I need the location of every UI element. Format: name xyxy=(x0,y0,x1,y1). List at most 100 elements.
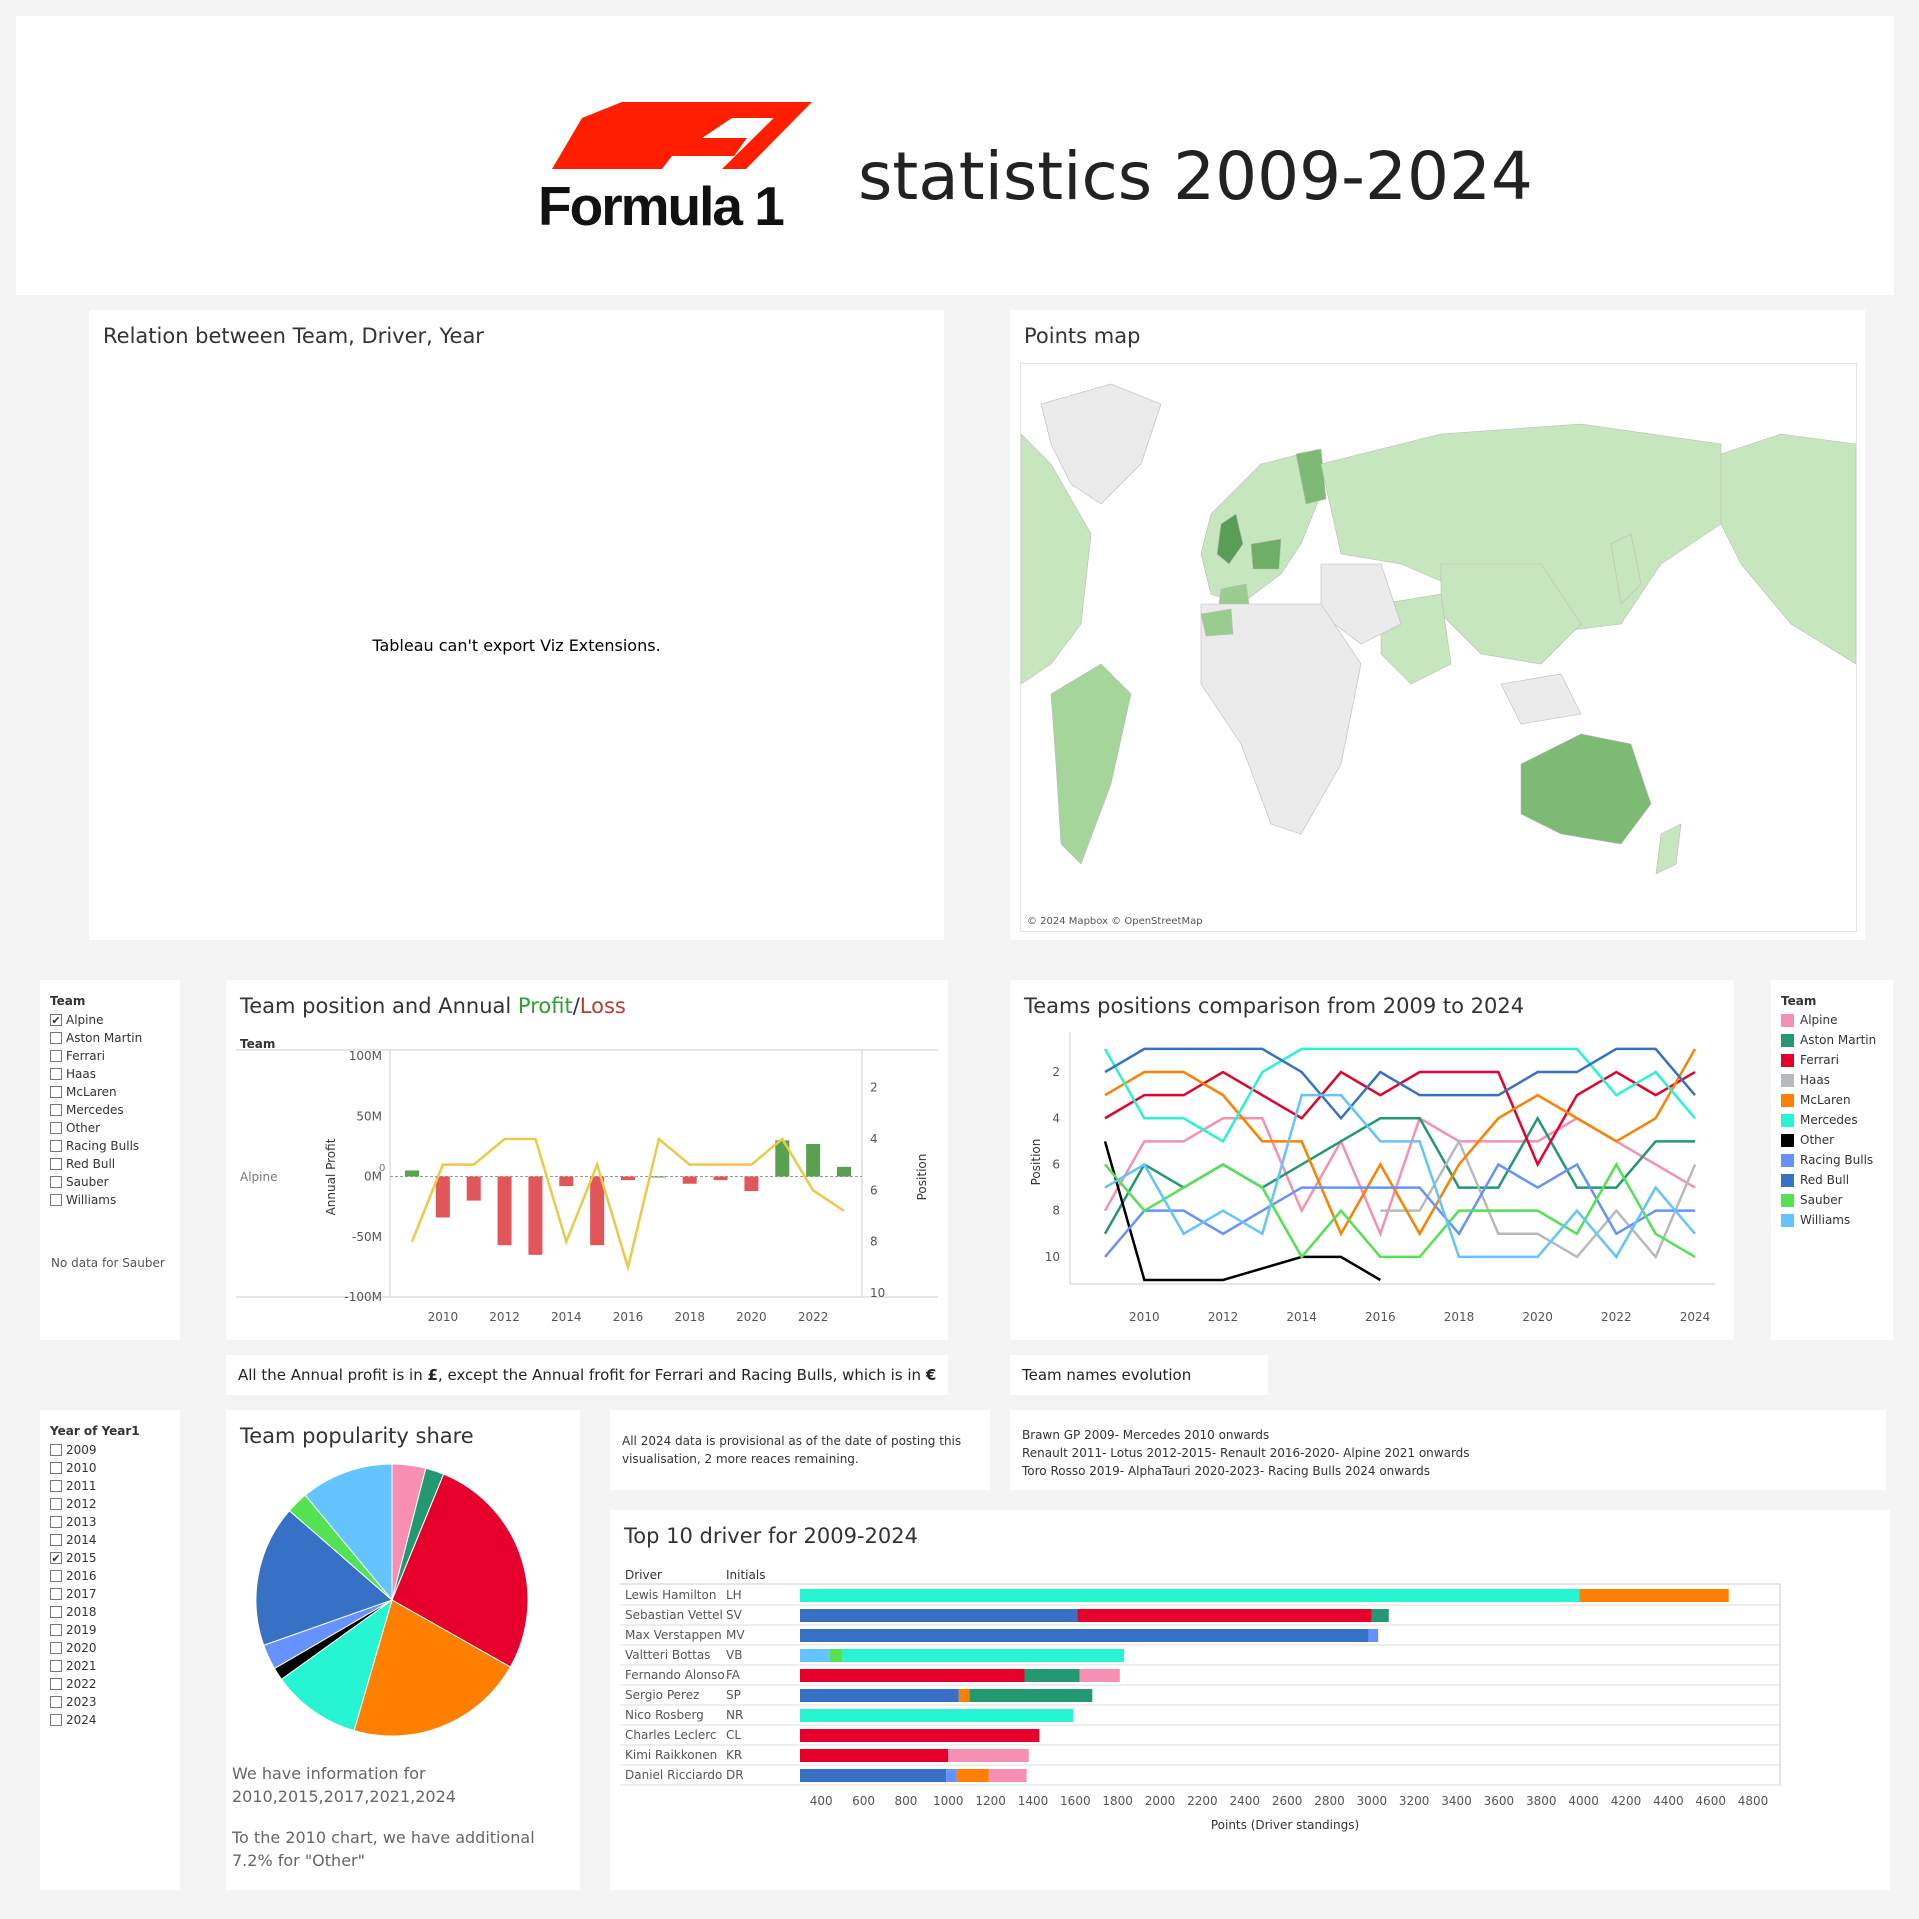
checkbox[interactable] xyxy=(50,1158,62,1170)
year_filter-option-2010[interactable]: 2010 xyxy=(50,1459,140,1477)
year_filter-option-2011[interactable]: 2011 xyxy=(50,1477,140,1495)
checkbox[interactable]: ✔ xyxy=(50,1014,62,1027)
names-line-alpine: Renault 2011- Lotus 2012-2015- Renault 2… xyxy=(1022,1446,1470,1460)
popularity-pie[interactable] xyxy=(226,1450,580,1750)
year_filter-option-2022[interactable]: 2022 xyxy=(50,1675,140,1693)
profit-bar-2010 xyxy=(435,1176,450,1218)
y-tick-label: 4 xyxy=(1052,1111,1060,1125)
bar-segment-dr-red-bull xyxy=(800,1769,947,1782)
profit-bar-2012 xyxy=(497,1176,512,1246)
legend-item-aston-martin[interactable]: Aston Martin xyxy=(1781,1030,1876,1050)
x-tick-label: 3400 xyxy=(1441,1794,1472,1808)
year_filter-option-2009[interactable]: 2009 xyxy=(50,1441,140,1459)
checkbox[interactable] xyxy=(50,1104,62,1116)
checkbox[interactable]: ✔ xyxy=(50,1552,62,1565)
team_filter-option-ferrari[interactable]: Ferrari xyxy=(50,1047,142,1065)
year_filter-option-label: 2012 xyxy=(66,1497,97,1511)
year_filter-option-2023[interactable]: 2023 xyxy=(50,1693,140,1711)
sauber-note: No data for Sauber xyxy=(51,1256,165,1270)
checkbox[interactable] xyxy=(50,1606,62,1618)
year_filter-option-2024[interactable]: 2024 xyxy=(50,1711,140,1729)
checkbox[interactable] xyxy=(50,1068,62,1080)
checkbox[interactable] xyxy=(50,1462,62,1474)
y2-tick-label: 8 xyxy=(870,1235,878,1249)
checkbox[interactable] xyxy=(50,1140,62,1152)
checkbox[interactable] xyxy=(50,1642,62,1654)
driver-name: Max Verstappen xyxy=(625,1628,722,1642)
team_filter-option-mercedes[interactable]: Mercedes xyxy=(50,1101,142,1119)
year_filter-option-2015[interactable]: ✔ 2015 xyxy=(50,1549,140,1567)
year_filter-option-2018[interactable]: 2018 xyxy=(50,1603,140,1621)
legend-swatch xyxy=(1781,1093,1794,1107)
legend-item-mercedes[interactable]: Mercedes xyxy=(1781,1110,1876,1130)
positions-chart[interactable]: 2 4 6 8 10 Position 2010 2012 2014 2016 2018 2020 20… xyxy=(1010,980,1734,1340)
profit-title-sep: / xyxy=(572,994,580,1018)
checkbox[interactable] xyxy=(50,1516,62,1528)
position-line xyxy=(410,1136,845,1273)
checkbox[interactable] xyxy=(50,1050,62,1062)
checkbox[interactable] xyxy=(50,1588,62,1600)
year_filter-option-2016[interactable]: 2016 xyxy=(50,1567,140,1585)
year_filter-option-2013[interactable]: 2013 xyxy=(50,1513,140,1531)
checkbox[interactable] xyxy=(50,1122,62,1134)
checkbox[interactable] xyxy=(50,1444,62,1456)
checkbox[interactable] xyxy=(50,1032,62,1044)
bar-segment-fa-alpine xyxy=(1079,1669,1120,1682)
x-tick-label: 2016 xyxy=(1365,1310,1396,1324)
year_filter-option-2021[interactable]: 2021 xyxy=(50,1657,140,1675)
legend-item-red-bull[interactable]: Red Bull xyxy=(1781,1170,1876,1190)
legend-item-other[interactable]: Other xyxy=(1781,1130,1876,1150)
x-tick-label: 2022 xyxy=(798,1310,829,1324)
legend-item-haas[interactable]: Haas xyxy=(1781,1070,1876,1090)
checkbox[interactable] xyxy=(50,1498,62,1510)
series-line-mclaren xyxy=(1104,1048,1697,1237)
x-tick-label: 2024 xyxy=(1680,1310,1711,1324)
legend-swatch xyxy=(1781,1073,1794,1087)
team_filter-option-sauber[interactable]: Sauber xyxy=(50,1173,142,1191)
legend-item-williams[interactable]: Williams xyxy=(1781,1210,1876,1230)
x-tick-label: 2020 xyxy=(1522,1310,1553,1324)
checkbox[interactable] xyxy=(50,1714,62,1726)
year_filter-option-2019[interactable]: 2019 xyxy=(50,1621,140,1639)
checkbox[interactable] xyxy=(50,1696,62,1708)
team_filter-option-aston-martin[interactable]: Aston Martin xyxy=(50,1029,142,1047)
year_filter-option-label: 2009 xyxy=(66,1443,97,1457)
legend-swatch xyxy=(1781,1213,1794,1227)
profit-chart[interactable]: Team Alpine 0 100M 50M 0M -50M -100M Annual Prof… xyxy=(226,980,948,1340)
team_filter-option-mclaren[interactable]: McLaren xyxy=(50,1083,142,1101)
checkbox[interactable] xyxy=(50,1194,62,1206)
x-tick-label: 2400 xyxy=(1229,1794,1260,1808)
driver-name: Valtteri Bottas xyxy=(625,1648,710,1662)
legend-item-sauber[interactable]: Sauber xyxy=(1781,1190,1876,1210)
bar-segment-sv-red-bull xyxy=(800,1609,1078,1622)
bar-segment-sp-mclaren xyxy=(958,1689,970,1702)
year_filter-option-2020[interactable]: 2020 xyxy=(50,1639,140,1657)
bar-segment-sp-aston-martin xyxy=(969,1689,1093,1702)
checkbox[interactable] xyxy=(50,1480,62,1492)
team_filter-option-racing-bulls[interactable]: Racing Bulls xyxy=(50,1137,142,1155)
team_filter-option-williams[interactable]: Williams xyxy=(50,1191,142,1209)
checkbox[interactable] xyxy=(50,1086,62,1098)
team_filter-option-red-bull[interactable]: Red Bull xyxy=(50,1155,142,1173)
legend-item-alpine[interactable]: Alpine xyxy=(1781,1010,1876,1030)
top-drivers-chart[interactable]: Driver Initials Lewis Hamilton LHSebastian … xyxy=(610,1510,1890,1890)
legend-item-racing-bulls[interactable]: Racing Bulls xyxy=(1781,1150,1876,1170)
year_filter-option-2014[interactable]: 2014 xyxy=(50,1531,140,1549)
legend-item-ferrari[interactable]: Ferrari xyxy=(1781,1050,1876,1070)
checkbox[interactable] xyxy=(50,1534,62,1546)
year_filter-option-2017[interactable]: 2017 xyxy=(50,1585,140,1603)
team_filter-option-haas[interactable]: Haas xyxy=(50,1065,142,1083)
checkbox[interactable] xyxy=(50,1570,62,1582)
x-tick-label: 4000 xyxy=(1568,1794,1599,1808)
driver-name: Sebastian Vettel xyxy=(625,1608,723,1622)
team_filter-option-alpine[interactable]: ✔ Alpine xyxy=(50,1011,142,1029)
checkbox[interactable] xyxy=(50,1176,62,1188)
legend-item-mclaren[interactable]: McLaren xyxy=(1781,1090,1876,1110)
checkbox[interactable] xyxy=(50,1624,62,1636)
checkbox[interactable] xyxy=(50,1678,62,1690)
checkbox[interactable] xyxy=(50,1660,62,1672)
x-tick-label: 3000 xyxy=(1357,1794,1388,1808)
year_filter-option-2012[interactable]: 2012 xyxy=(50,1495,140,1513)
points-map[interactable]: © 2024 Mapbox © OpenStreetMap xyxy=(1020,363,1857,932)
team_filter-option-other[interactable]: Other xyxy=(50,1119,142,1137)
